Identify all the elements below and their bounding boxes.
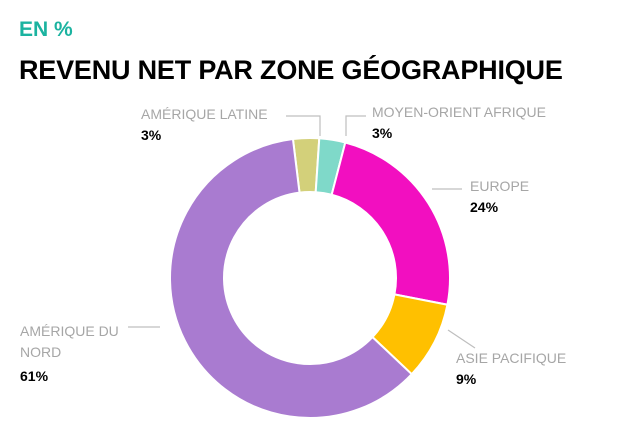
donut-slices [169,137,451,419]
label-name-asie-pacifique: ASIE PACIFIQUE [456,350,566,366]
label-value-moyen-orient-afrique: 3% [372,125,393,141]
slice-europe [330,141,451,306]
chart-title: REVENU NET PAR ZONE GÉOGRAPHIQUE [19,55,563,85]
leader-line-moyen-orient-afrique [345,115,366,136]
slice-amerique-du-nord [169,137,414,419]
label-value-amerique-latine: 3% [141,127,162,143]
unit-label: EN % [19,18,73,41]
label-name-europe: EUROPE [470,178,529,194]
label-name-moyen-orient-afrique: MOYEN-ORIENT AFRIQUE [372,104,546,120]
leader-line-asie-pacifique [447,329,476,349]
label-name-amerique-du-nord: AMÉRIQUE DU NORD [20,323,119,360]
label-name-amerique-latine: AMÉRIQUE LATINE [141,106,268,122]
leader-line-amerique-latine [286,115,321,136]
leader-lines [128,115,476,349]
label-value-europe: 24% [470,199,499,215]
slice-labels: AMÉRIQUE LATINE 3% MOYEN-ORIENT AFRIQUE 3% E… [20,104,566,387]
label-value-amerique-du-nord: 61% [20,368,49,384]
label-value-asie-pacifique: 9% [456,371,477,387]
